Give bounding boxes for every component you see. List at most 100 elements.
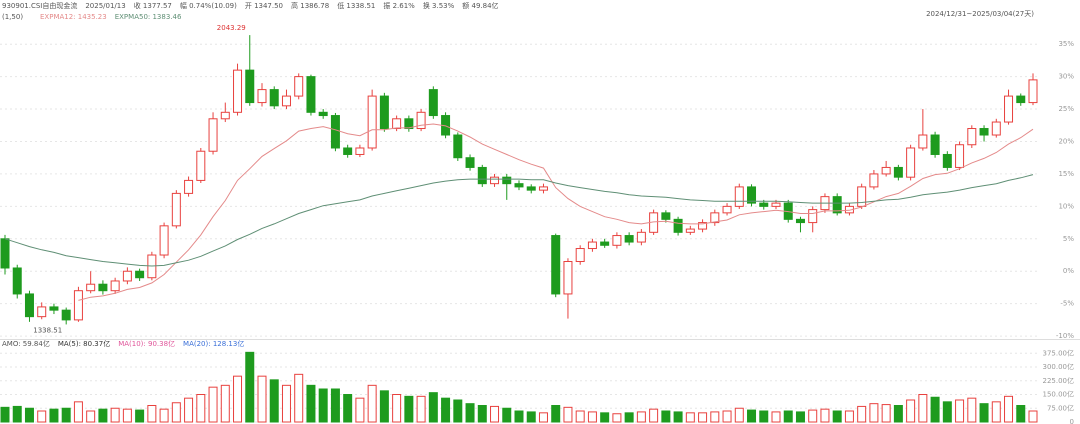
candle-body <box>37 306 47 318</box>
candle-body <box>159 225 169 256</box>
candle-body <box>367 95 377 149</box>
volume-bar <box>722 410 732 423</box>
candle-body <box>416 111 426 130</box>
volume-bar <box>404 395 414 423</box>
legend-text: 高 1386.78 <box>291 1 329 10</box>
candle-body <box>306 76 316 113</box>
candle-body <box>355 147 365 155</box>
volume-bar <box>551 405 561 423</box>
y-tick-label: 5% <box>1063 235 1074 243</box>
candle-body <box>563 261 573 295</box>
candle-body <box>612 235 622 246</box>
volume-bar <box>367 384 377 423</box>
candle-body <box>869 173 879 188</box>
candle-body <box>343 147 353 155</box>
candle-body <box>673 218 683 233</box>
volume-bar <box>147 405 157 423</box>
candle-body <box>404 118 414 130</box>
ma-line <box>4 174 1034 267</box>
volume-bar <box>832 410 842 423</box>
date-range: 2024/12/31~2025/03/04(27天) <box>926 10 1034 18</box>
candle-body <box>49 306 59 311</box>
candle-body <box>906 147 916 178</box>
candle-body <box>538 186 548 191</box>
candle-body <box>808 209 818 224</box>
candle-body <box>967 128 977 146</box>
candle-body <box>73 290 83 321</box>
y-tick-label: 15% <box>1058 170 1074 178</box>
candle-body <box>490 176 500 185</box>
candle-body <box>135 270 145 279</box>
volume-bar <box>1016 405 1026 423</box>
candle-body <box>233 69 243 113</box>
candle-body <box>661 212 671 220</box>
candle-body <box>110 280 120 292</box>
candle-body <box>857 186 867 207</box>
y-tick-label: 35% <box>1058 40 1074 48</box>
volume-bar <box>245 351 255 423</box>
candle-body <box>1004 95 1014 123</box>
candle-body <box>930 134 940 155</box>
volume-bar <box>24 407 34 423</box>
candle-body <box>98 283 108 292</box>
volume-bar <box>661 410 671 423</box>
candle-body <box>991 121 1001 136</box>
volume-bar <box>428 392 438 423</box>
volume-bar <box>343 394 353 423</box>
y-tick-label: 20% <box>1058 137 1074 145</box>
volume-bar <box>636 411 646 423</box>
candle-body <box>1028 79 1038 104</box>
candle-body <box>587 241 597 250</box>
candle-body <box>0 238 10 269</box>
volume-bar <box>477 405 487 423</box>
volume-bar <box>318 388 328 423</box>
volume-bar <box>12 405 22 423</box>
candle-body <box>294 76 304 97</box>
y-tick-label: 25% <box>1058 105 1074 113</box>
volume-bar <box>73 401 83 423</box>
volume-bar <box>257 375 267 423</box>
candle-body <box>477 166 487 185</box>
candle-body <box>955 144 965 168</box>
candle-body <box>122 270 132 282</box>
legend-text: 额 49.84亿 <box>462 1 498 10</box>
candle-body <box>257 89 267 104</box>
volume-bar <box>563 406 573 423</box>
candle-body <box>526 186 536 191</box>
candle-body <box>220 111 230 120</box>
volume-bar <box>294 373 304 423</box>
candle-body <box>551 235 561 295</box>
legend-text: 换 3.53% <box>423 1 455 10</box>
legend-text: MA(10): 90.38亿 <box>118 339 175 348</box>
legend-text: AMO: 59.84亿 <box>2 339 50 348</box>
volume-bar <box>783 410 793 423</box>
candle-body <box>245 69 255 104</box>
volume-bar <box>906 399 916 423</box>
candle-body <box>269 89 279 107</box>
ma-line <box>78 123 1034 301</box>
candle-body <box>942 153 952 168</box>
volume-bar <box>759 410 769 423</box>
volume-bar <box>526 411 536 423</box>
y-tick-label: -10% <box>1056 332 1074 340</box>
legend-text: 幅 0.74%(10.09) <box>180 1 237 10</box>
candle-body <box>61 309 71 321</box>
volume-bar <box>991 401 1001 423</box>
candle-body <box>624 235 634 243</box>
volume-bar <box>110 407 120 423</box>
volume-bar <box>196 394 206 423</box>
volume-bar <box>135 409 145 423</box>
legend-text: MA(5): 80.37亿 <box>58 339 110 348</box>
candle-body <box>979 128 989 136</box>
volume-bar <box>918 394 928 423</box>
y-tick-label: -5% <box>1060 300 1074 308</box>
volume-bar <box>37 410 47 423</box>
volume-bar <box>795 411 805 423</box>
volume-bar <box>220 384 230 423</box>
volume-bar <box>600 412 610 423</box>
candle-body <box>184 179 194 194</box>
volume-bar <box>233 375 243 423</box>
y-tick-label: 300.00亿 <box>1043 362 1075 371</box>
candle-body <box>514 183 524 188</box>
volume-bar <box>441 397 451 423</box>
